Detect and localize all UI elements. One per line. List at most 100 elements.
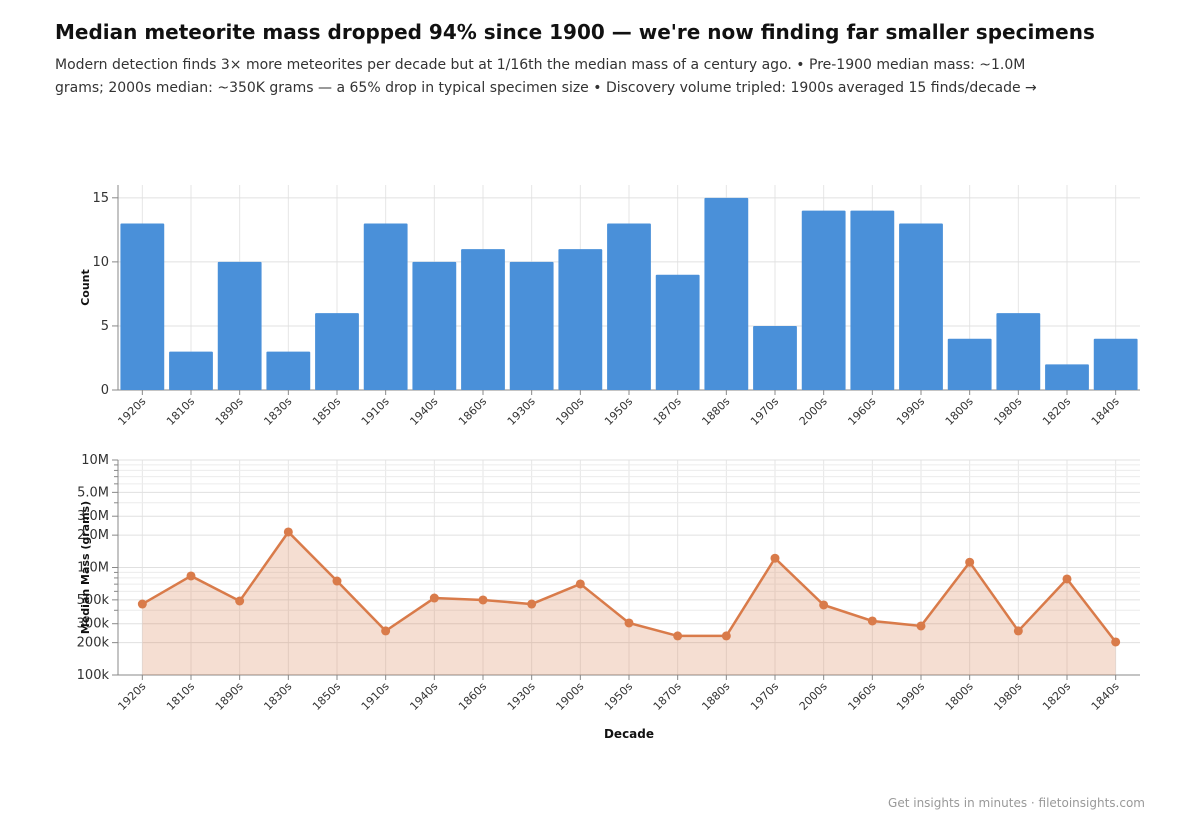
x-tick-label: 1990s [894, 395, 927, 428]
x-tick-label: 1830s [261, 680, 294, 713]
y-axis-label: Count [79, 269, 92, 306]
y-tick-label: 3.0M [77, 509, 109, 524]
x-tick-label: 1820s [1040, 395, 1073, 428]
y-axis-label: Median Mass (grams) [79, 501, 92, 634]
title: Median meteorite mass dropped 94% since … [55, 20, 1095, 44]
bar [217, 261, 262, 390]
bar [315, 313, 359, 390]
x-tick-label: 1980s [991, 680, 1024, 713]
bar [1093, 338, 1138, 390]
bar [266, 351, 311, 390]
point [1111, 637, 1121, 647]
point [478, 595, 488, 605]
point [429, 593, 439, 603]
x-tick-label: 1890s [213, 680, 246, 713]
x-tick-label: 1930s [505, 395, 538, 428]
bar [996, 313, 1041, 390]
point [819, 600, 829, 610]
x-tick-label: 2000s [797, 395, 830, 428]
point [527, 599, 537, 609]
bar [412, 261, 457, 390]
y-tick-label: 0 [101, 383, 109, 398]
x-tick-label: 1910s [359, 395, 392, 428]
bar [704, 197, 749, 390]
point [1013, 626, 1023, 636]
x-tick-label: 1950s [602, 395, 635, 428]
bar [509, 261, 554, 390]
x-axis-label: Decade [604, 727, 654, 741]
y-tick-label: 200k [77, 636, 110, 651]
x-tick-label: 1830s [261, 395, 294, 428]
point [332, 576, 342, 586]
y-tick-label: 10M [81, 453, 109, 468]
bar [899, 223, 943, 390]
x-tick-label: 1880s [699, 395, 732, 428]
point [186, 571, 196, 581]
y-tick-label: 2.0M [77, 528, 109, 543]
y-tick-label: 15 [92, 191, 109, 206]
point [381, 626, 391, 636]
bar [850, 210, 895, 390]
x-tick-label: 1800s [943, 680, 976, 713]
x-tick-label: 1860s [456, 680, 489, 713]
x-tick-label: 1970s [748, 680, 781, 713]
x-tick-label: 1840s [1089, 680, 1122, 713]
y-tick-label: 10 [92, 255, 109, 270]
x-tick-label: 1870s [651, 395, 684, 428]
y-tick-label: 100k [77, 668, 110, 683]
point [770, 553, 780, 563]
x-tick-label: 1940s [407, 680, 440, 713]
y-tick-label: 500k [77, 593, 110, 608]
footer: Get insights in minutes · filetoinsights… [888, 796, 1145, 810]
point [1062, 574, 1072, 584]
y-tick-label: 5 [101, 319, 109, 334]
point [624, 618, 634, 628]
point [673, 631, 683, 641]
point [867, 616, 877, 626]
bar [1045, 364, 1089, 390]
bar [120, 223, 165, 390]
bar [947, 338, 992, 390]
x-tick-label: 1840s [1089, 395, 1122, 428]
x-tick-label: 1920s [115, 680, 148, 713]
x-tick-label: 1850s [310, 680, 343, 713]
x-tick-label: 1960s [845, 395, 878, 428]
bar [655, 274, 700, 390]
y-tick-label: 300k [77, 617, 110, 632]
x-tick-label: 1990s [894, 680, 927, 713]
x-tick-label: 1900s [553, 680, 586, 713]
x-tick-label: 1930s [505, 680, 538, 713]
bar [169, 351, 213, 390]
bar [607, 223, 651, 390]
x-tick-label: 1970s [748, 395, 781, 428]
point [235, 596, 245, 606]
x-tick-label: 1950s [602, 680, 635, 713]
area [142, 531, 1116, 675]
x-tick-label: 2000s [797, 680, 830, 713]
y-tick-label: 1.0M [77, 561, 109, 576]
x-tick-label: 1980s [991, 395, 1024, 428]
point [283, 527, 293, 537]
point [575, 579, 585, 589]
bar [363, 223, 408, 390]
x-tick-label: 1900s [553, 395, 586, 428]
x-tick-label: 1810s [164, 680, 197, 713]
x-tick-label: 1870s [651, 680, 684, 713]
bar [801, 210, 846, 390]
x-tick-label: 1800s [943, 395, 976, 428]
subtitle: Modern detection finds 3× more meteorite… [55, 57, 1037, 96]
x-tick-label: 1880s [699, 680, 732, 713]
x-tick-label: 1890s [213, 395, 246, 428]
x-tick-label: 1920s [115, 395, 148, 428]
bar [558, 249, 603, 390]
x-tick-label: 1960s [845, 680, 878, 713]
x-tick-label: 1820s [1040, 680, 1073, 713]
point [965, 557, 975, 567]
x-tick-label: 1850s [310, 395, 343, 428]
point [721, 631, 731, 641]
x-tick-label: 1810s [164, 395, 197, 428]
point [137, 599, 147, 609]
x-tick-label: 1940s [407, 395, 440, 428]
